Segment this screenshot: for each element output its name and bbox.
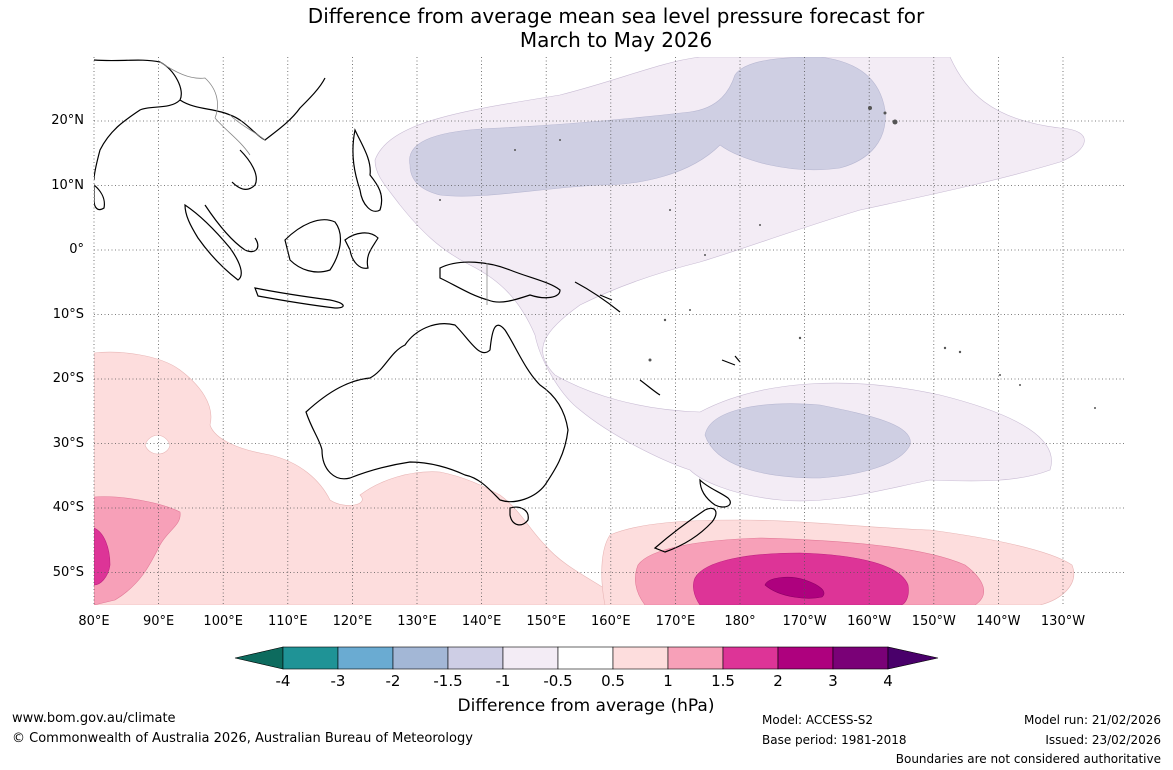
colorbar-tick-label: -3 [330,672,346,690]
sri-lanka-coastline [94,184,105,211]
fiji-islands [721,355,741,366]
longitude-label: 140°E [461,614,502,629]
asia-mainland-coastline [94,59,326,253]
longitude-label: 130°E [397,614,437,629]
longitude-label: 160°E [591,614,631,629]
longitude-label: 130°W [1040,614,1086,629]
latitude-label: 0° [69,242,84,257]
latitude-label: 50°S [52,564,84,580]
nz-north-island [699,478,731,508]
longitude-label: 110°E [268,614,308,629]
australia-coastline [305,323,569,503]
latitude-label: 10°N [51,177,84,193]
colorbar-tick-label: -2 [385,672,401,690]
map-title-line1: Difference from average mean sea level p… [307,4,925,28]
new-guinea-coastline [439,261,561,303]
new-caledonia [639,379,661,396]
java-coastline [254,287,344,309]
longitude-label: 170°W [782,614,827,629]
colorbar-tick-label: -0.5 [543,672,573,690]
longitude-label: 80°E [78,614,110,629]
philippines-coastline [352,128,383,212]
colorbar-tick-label: 3 [828,672,838,690]
longitude-label: 160°W [847,614,892,629]
sumatra-coastline [184,203,242,281]
footer-base-period: Base period: 1981-2018 [762,733,907,747]
colorbar-tick-label: 1 [663,672,673,690]
colorbar-title: Difference from average (hPa) [457,696,715,716]
longitude-label: 150°W [911,614,956,629]
latitude-label: 10°S [52,306,84,322]
latitude-label: 20°S [52,371,84,386]
longitude-label: 100°E [203,614,243,629]
colorbar-tick-label: 0.5 [601,672,625,690]
latitude-label: 30°S [52,435,84,451]
footer-model-run: Model run: 21/02/2026 [1023,713,1161,727]
colorbar-tick-label: -1.5 [433,672,463,690]
footer-copyright: © Commonwealth of Australia 2026, Austra… [12,731,473,746]
longitude-label: 90°E [142,614,175,629]
anomaly-region-plus2 [764,576,825,599]
graticule [93,57,1126,605]
longitude-label: 140°W [976,614,1021,629]
longitude-label: 150°E [526,614,566,629]
solomon-islands [574,281,621,313]
tasmania-coastline [509,506,529,526]
colorbar-tick-label: -4 [275,672,291,690]
footer-issued: Issued: 23/02/2026 [1045,733,1161,747]
footer-model: Model: ACCESS-S2 [762,713,874,727]
longitude-label: 120°E [332,614,373,629]
footer-disclaimer: Boundaries are not considered authoritat… [895,752,1161,766]
map-title-line2: March to May 2026 [519,28,713,52]
anomaly-region-minus1 [409,57,911,479]
latitude-label: 40°S [52,500,84,515]
nz-south-island [653,507,717,553]
colorbar-tick-label: 2 [773,672,783,690]
latitude-label: 20°N [51,113,84,128]
national-borders [159,61,488,305]
footer-website: www.bom.gov.au/climate [12,711,176,726]
colorbar-tick-label: 1.5 [711,672,735,690]
colorbar-tick-label: -1 [495,672,511,690]
sulawesi-coastline [344,232,379,269]
borneo-coastline [284,219,342,273]
colorbar-tick-label: 4 [883,672,893,690]
longitude-label: 180° [724,614,756,629]
longitude-label: 170°E [655,614,696,629]
